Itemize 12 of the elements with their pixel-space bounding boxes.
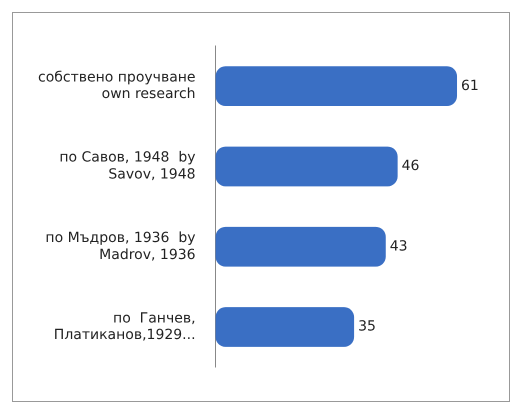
bar (216, 66, 458, 106)
y-tick-label: по Мъдров, 1936 by Madrov, 1936 (45, 230, 196, 263)
data-label: 35 (358, 318, 376, 335)
y-tick-label: собствено проучване own research (38, 69, 196, 102)
y-tick-label: по Савов, 1948 by Savov, 1948 (59, 150, 196, 182)
data-label: 61 (461, 78, 479, 94)
bar (216, 146, 398, 186)
y-tick-label: по Ганчев, Платиканов,1929... (54, 310, 196, 344)
bar (216, 307, 354, 347)
bar (216, 226, 386, 267)
data-label: 43 (390, 238, 408, 254)
data-label: 46 (402, 158, 420, 174)
